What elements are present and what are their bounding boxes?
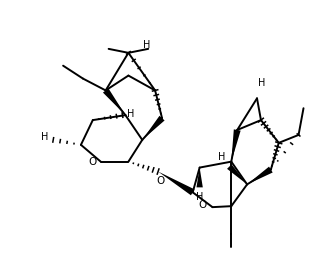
Polygon shape [103,88,125,115]
Polygon shape [247,167,273,184]
Text: H: H [196,192,203,202]
Polygon shape [158,172,195,195]
Polygon shape [231,129,241,162]
Text: H: H [142,40,150,50]
Polygon shape [142,116,165,140]
Text: H: H [258,78,266,88]
Text: H: H [41,132,48,142]
Polygon shape [227,164,247,184]
Text: H: H [218,152,225,162]
Text: O: O [199,200,207,210]
Text: O: O [89,157,97,167]
Polygon shape [197,168,203,187]
Text: H: H [127,109,134,119]
Text: O: O [156,176,164,187]
